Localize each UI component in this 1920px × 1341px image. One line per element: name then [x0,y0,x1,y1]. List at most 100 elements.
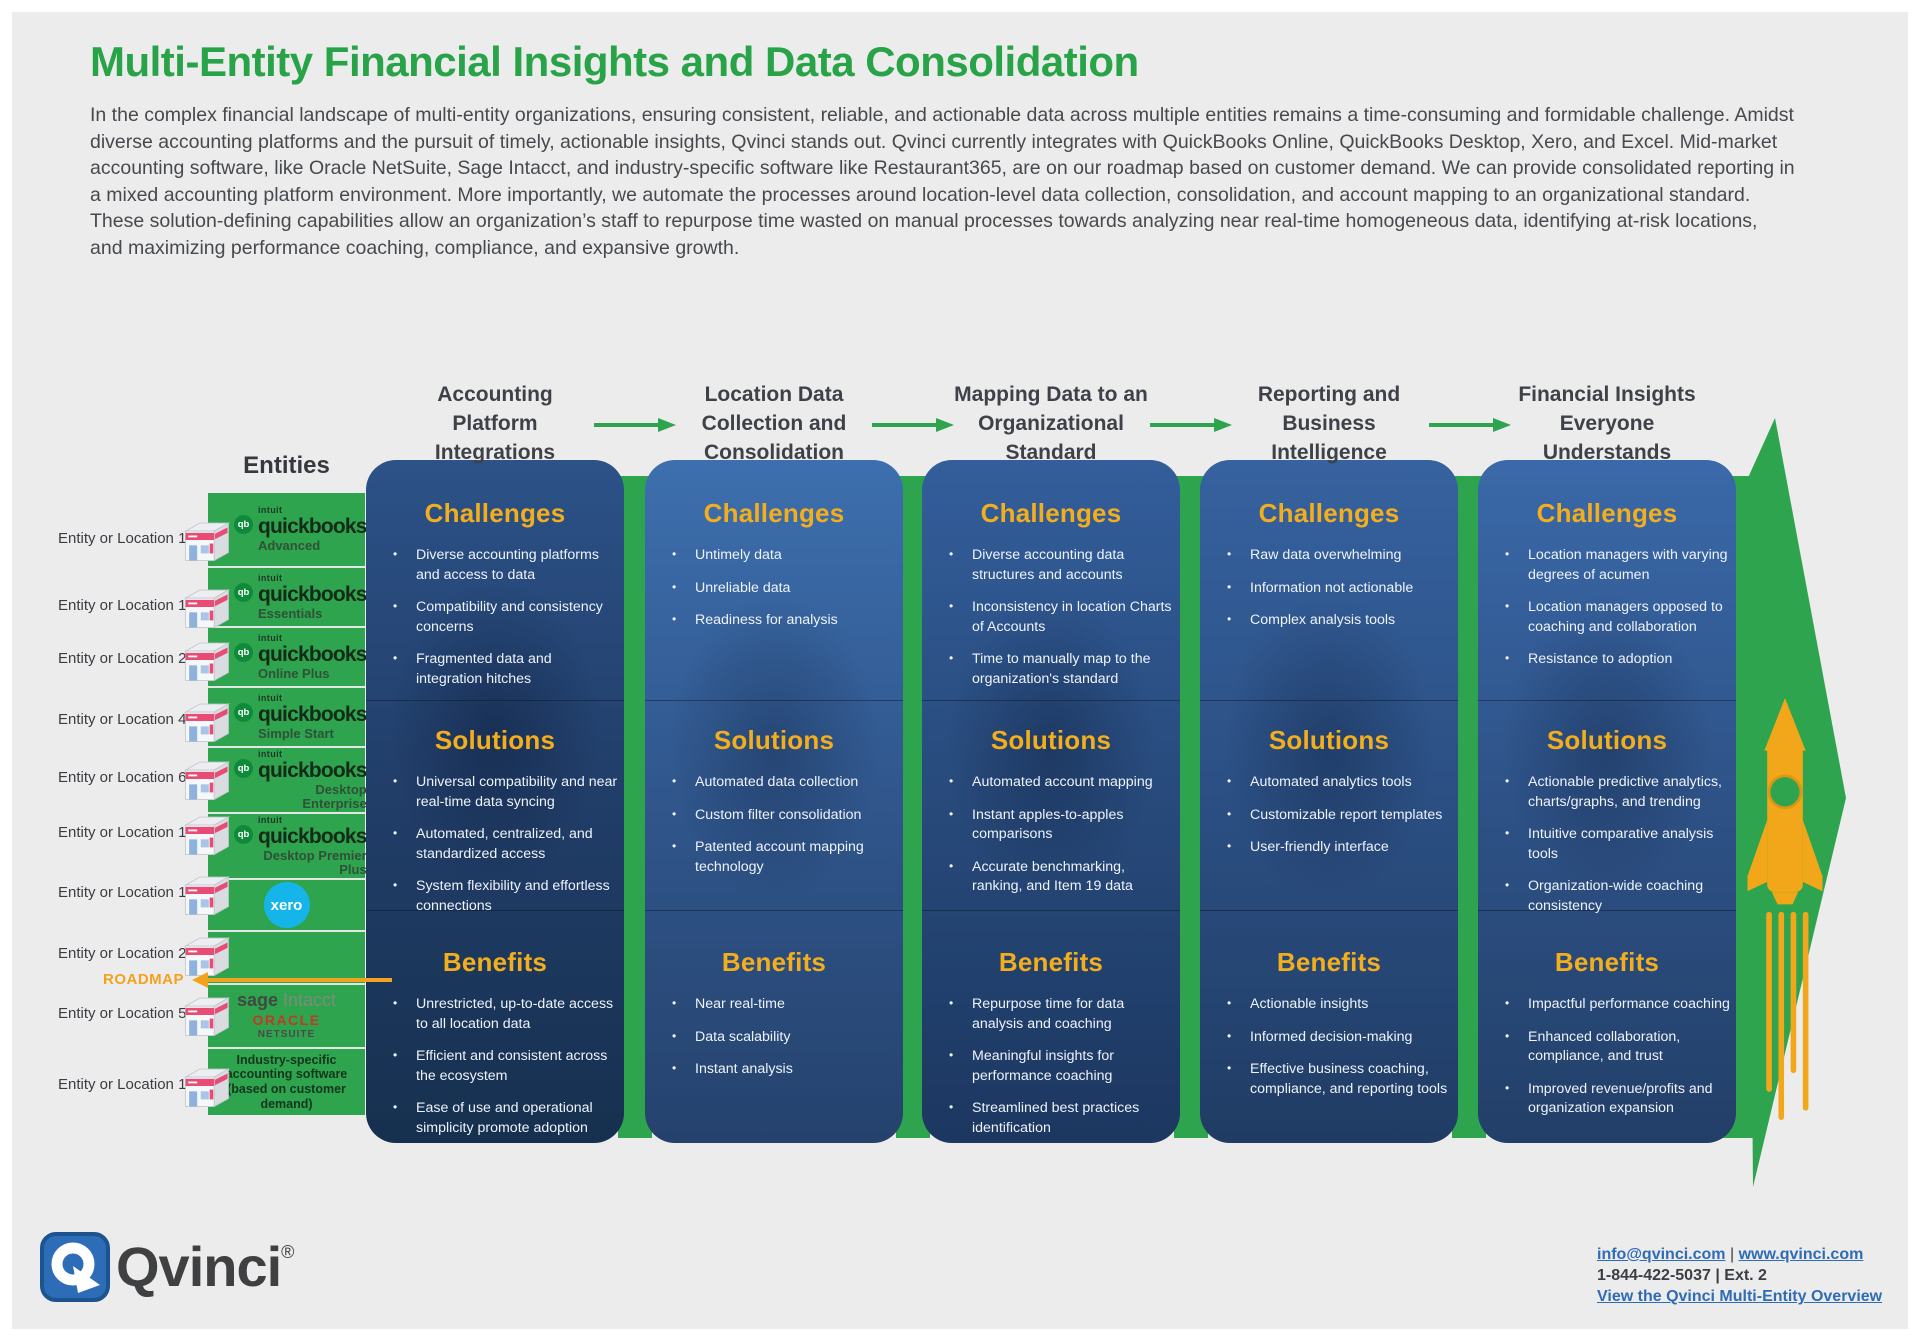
list-item: Intuitive comparative analysis tools [1492,825,1730,864]
email-link[interactable]: info@qvinci.com [1597,1246,1726,1263]
phone-number: 1-844-422-5037 [1597,1267,1711,1284]
phone-ext: Ext. 2 [1724,1267,1767,1284]
entity-label: Entity or Location 100 [58,824,204,841]
challenges-list: Diverse accounting platforms and access … [380,546,618,690]
flow-arrow-icon [1429,418,1511,432]
list-item: Organization-wide coaching consistency [1492,877,1730,916]
quickbooks-edition: Simple Start [258,725,334,741]
solutions-heading: Solutions [1268,725,1390,755]
solutions-list: Automated data collection Custom filter … [659,773,897,877]
list-item: Untimely data [659,546,897,566]
challenges-list: Raw data overwhelming Information not ac… [1214,546,1452,631]
netsuite-logo: NETSUITE [257,1029,316,1041]
list-item: System flexibility and effortless connec… [380,877,618,916]
flow-column-mapping-standard: Challenges Diverse accounting data struc… [922,460,1180,1143]
list-item: Resistance to adoption [1492,650,1730,670]
quickbooks-icon: qb [234,702,253,722]
list-item: Instant analysis [659,1060,897,1080]
entity-label: Entity or Location 40 [58,711,195,728]
entity-platform-row: qb intuit quickbooks Simple Start [208,688,368,748]
flow-arrow-icon [594,418,676,432]
list-item: Compatibility and consistency concerns [380,598,618,637]
entity-platform-row: sage Intacct ORACLE NETSUITE [208,985,365,1049]
flow-arrow-icon [872,418,954,432]
overview-link[interactable]: View the Qvinci Multi-Entity Overview [1597,1288,1883,1305]
challenges-heading: Challenges [703,498,845,528]
entity-label: Entity or Location 250 [58,945,204,962]
list-item: Diverse accounting data structures and a… [936,546,1174,585]
column-header-5: Financial Insights Everyone Understands [1518,383,1696,464]
list-item: Unrestricted, up-to-date access to all l… [380,995,618,1034]
solutions-list: Automated account mapping Instant apples… [936,773,1174,897]
list-item: Inconsistency in location Charts of Acco… [936,598,1174,637]
entity-platform-row: Industry-specific accounting software (b… [208,1049,365,1115]
contact-block: info@qvinci.com | www.qvinci.com 1-844-4… [1597,1246,1883,1305]
benefits-heading: Benefits [442,947,548,977]
list-item: Instant apples-to-apples comparisons [936,806,1174,845]
list-item: Unreliable data [659,579,897,599]
page-title: Multi-Entity Financial Insights and Data… [90,38,1139,85]
solutions-heading: Solutions [713,725,835,755]
solutions-heading: Solutions [990,725,1112,755]
list-item: Location managers with varying degrees o… [1492,546,1730,585]
challenges-heading: Challenges [980,498,1122,528]
store-icon [180,809,234,859]
brand-wordmark: Qvinci® [116,1235,294,1298]
entity-platform-row: qb intuit quickbooks Advanced [208,493,368,568]
quickbooks-icon: qb [234,515,253,535]
entity-platform-row: qb intuit quickbooks Desktop Premier Plus [208,814,368,880]
list-item: Information not actionable [1214,579,1452,599]
quickbooks-wordmark: quickbooks [258,515,368,539]
benefits-list: Impactful performance coaching Enhanced … [1492,995,1730,1119]
store-icon [180,515,234,565]
entity-label: Entity or Location 500 [58,1005,204,1022]
list-item: Fragmented data and integration hitches [380,650,618,689]
flow-column-data-collection: Challenges Untimely data Unreliable data… [645,460,903,1143]
list-item: Automated account mapping [936,773,1174,793]
list-item: Effective business coaching, compliance,… [1214,1060,1452,1099]
list-item: Raw data overwhelming [1214,546,1452,566]
list-item: Efficient and consistent across the ecos… [380,1047,618,1086]
benefits-heading: Benefits [998,947,1104,977]
quickbooks-edition: Desktop Enterprise [302,781,367,811]
list-item: Ease of use and operational simplicity p… [380,1099,618,1138]
entity-label: Entity or Location 1000+ [58,1076,221,1093]
challenges-heading: Challenges [1258,498,1400,528]
list-item: Improved revenue/profits and organizatio… [1492,1080,1730,1119]
benefits-heading: Benefits [721,947,827,977]
qvinci-logo-icon [40,1232,110,1302]
list-item: Time to manually map to the organization… [936,650,1174,689]
sage-intacct-logo: sage Intacct [236,989,337,1010]
industry-specific-label: Industry-specific accounting software (b… [225,1052,348,1111]
flow-column-accounting-integrations: Challenges Diverse accounting platforms … [366,460,624,1143]
list-item: Accurate benchmarking, ranking, and Item… [936,858,1174,897]
list-item: Enhanced collaboration, compliance, and … [1492,1028,1730,1067]
column-header-2: Location Data Collection and Consolidati… [701,383,847,464]
registered-mark: ® [281,1242,294,1262]
entity-label: Entity or Location 150 [58,884,204,901]
list-item: Readiness for analysis [659,611,897,631]
benefits-heading: Benefits [1276,947,1382,977]
benefits-list: Actionable insights Informed decision-ma… [1214,995,1452,1099]
list-item: Repurpose time for data analysis and coa… [936,995,1174,1034]
list-item: Universal compatibility and near real-ti… [380,773,618,812]
solutions-list: Universal compatibility and near real-ti… [380,773,618,917]
intro-paragraph: In the complex financial landscape of mu… [90,104,1795,259]
list-item: Data scalability [659,1028,897,1048]
entity-label: Entity or Location 20 [58,650,195,667]
store-icon [180,696,234,746]
solutions-list: Actionable predictive analytics, charts/… [1492,773,1730,917]
list-item: Automated, centralized, and standardized… [380,825,618,864]
entities-header: Entities [243,452,330,479]
benefits-list: Repurpose time for data analysis and coa… [936,995,1174,1139]
intuit-wordmark: intuit [258,505,283,516]
list-item: Patented account mapping technology [659,838,897,877]
quickbooks-edition: Desktop Premier Plus [263,847,367,877]
list-item: Streamlined best practices identificatio… [936,1099,1174,1138]
list-item: Impactful performance coaching [1492,995,1730,1015]
store-icon [180,1061,234,1111]
solutions-heading: Solutions [434,725,556,755]
entity-platform-row: xero [208,880,365,932]
website-link[interactable]: www.qvinci.com [1738,1246,1864,1263]
entity-platform-row: qb intuit quickbooks Desktop Enterprise [208,748,368,814]
